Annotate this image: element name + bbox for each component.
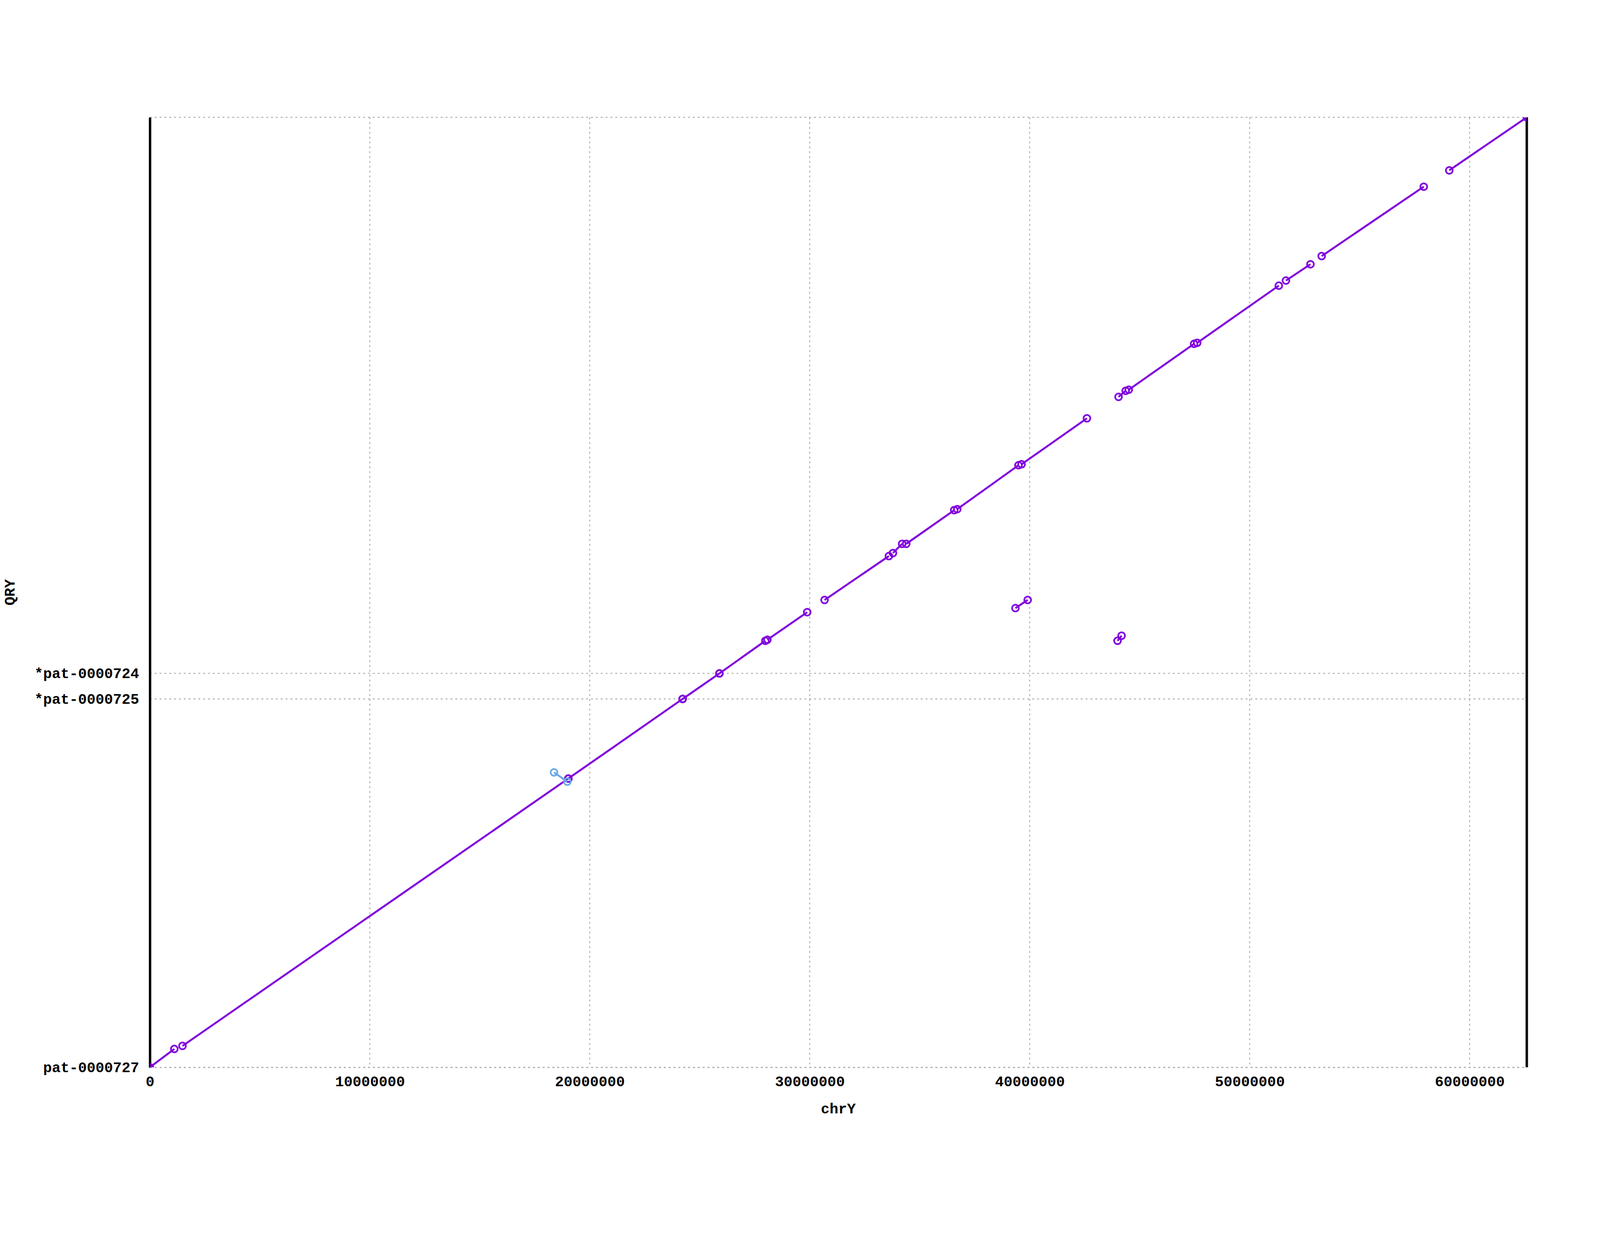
x-tick: 30000000 [775, 1067, 846, 1091]
grid [149, 117, 1527, 1068]
grid-line-x [149, 117, 151, 1068]
x-tick-label: 0 [145, 1074, 155, 1091]
x-tick: 50000000 [1215, 1067, 1285, 1091]
alignment-end [902, 540, 910, 548]
alignment-segment [554, 772, 568, 783]
x-tick-label: 10000000 [335, 1074, 405, 1091]
series [550, 769, 571, 786]
grid-line-x [1248, 117, 1250, 1068]
y-tick: *pat-0000725 [34, 691, 150, 709]
alignment-end [1011, 605, 1019, 612]
chart: 0 10000000 20000000 30000000 40000000 5000000… [0, 0, 1600, 1236]
x-tick: 20000000 [555, 1067, 625, 1091]
alignment-segment [1449, 117, 1527, 171]
y-axis-line [148, 117, 152, 1069]
grid-line-x [809, 117, 811, 1068]
grid-line-y [149, 1067, 1527, 1069]
alignment-segment [1015, 600, 1028, 609]
alignment-segment [767, 612, 808, 640]
x-tick: 10000000 [335, 1067, 405, 1091]
alignment-end [821, 596, 829, 604]
grid-line-x [1029, 117, 1031, 1068]
x-tick-label: 20000000 [555, 1074, 625, 1091]
alignment-end [149, 1064, 154, 1068]
alignment-segment [1128, 343, 1195, 390]
alignment-end [1282, 277, 1290, 285]
plot: 0 10000000 20000000 30000000 40000000 5000000… [34, 113, 1531, 1091]
grid-line-y [149, 672, 1527, 674]
alignment-end [1115, 393, 1122, 401]
grid-line-x [1469, 117, 1471, 1068]
alignment-end [563, 778, 571, 786]
alignment-end [1193, 339, 1201, 347]
alignment-end [1018, 461, 1025, 468]
alignment-end [889, 549, 897, 557]
alignment-end [550, 769, 558, 777]
alignment-end [679, 695, 687, 703]
alignments [149, 117, 1527, 1068]
alignment-end [1420, 183, 1427, 191]
alignment-segment [893, 544, 903, 554]
grid-line-x [589, 117, 591, 1068]
alignment-end [803, 608, 811, 616]
y-tick-label: *pat-0000724 [34, 666, 140, 683]
alignment-segment [182, 778, 569, 1047]
x-tick-label: 30000000 [775, 1074, 846, 1091]
alignment-segment [1321, 186, 1424, 256]
alignment-end [1445, 166, 1453, 174]
x-tick-label: 50000000 [1215, 1074, 1285, 1091]
alignment-end [1318, 252, 1326, 260]
y-tick-label: *pat-0000725 [34, 691, 140, 709]
alignment-segment [568, 699, 683, 779]
x-tick-label: 60000000 [1435, 1074, 1505, 1091]
alignment-end [1275, 282, 1283, 289]
alignment-end [716, 670, 723, 677]
y-tick: *pat-0000724 [34, 666, 150, 683]
alignment-end [1118, 632, 1125, 640]
alignment-segment [824, 556, 890, 601]
alignment-end [764, 636, 771, 644]
alignment-end [1125, 386, 1133, 394]
y-axis-title: QRY [2, 579, 19, 606]
alignment-end [1307, 260, 1314, 268]
x-axis: 0 10000000 20000000 30000000 40000000 5000000… [145, 1067, 1527, 1091]
alignment-end [679, 695, 687, 703]
alignment-segment [906, 510, 955, 544]
alignment-end [178, 1042, 186, 1050]
alignment-segment [149, 1049, 175, 1068]
alignment-segment [1021, 418, 1088, 465]
alignment-segment [719, 640, 766, 674]
x-tick: 60000000 [1435, 1067, 1505, 1091]
alignment-end [953, 505, 961, 513]
frame-top [149, 116, 1527, 118]
frame-right [1525, 117, 1529, 1068]
alignment-end [1083, 415, 1091, 422]
alignment-end [171, 1045, 178, 1053]
alignment-end [1523, 117, 1527, 121]
x-axis-line [150, 1067, 1528, 1069]
alignment-end [716, 670, 723, 677]
alignment-end [1024, 596, 1032, 604]
x-tick: 40000000 [994, 1067, 1065, 1091]
alignment-segment [1285, 264, 1311, 281]
alignment-segment [1197, 285, 1279, 343]
alignment-segment [957, 465, 1019, 510]
x-tick-label: 40000000 [994, 1074, 1065, 1091]
y-axis: pat-0000727 *pat-0000725 *pat-0000724 [34, 117, 151, 1078]
series [149, 117, 1527, 1068]
x-axis-title: chrY [820, 1101, 856, 1119]
y-tick: pat-0000727 [43, 1060, 150, 1077]
grid-line-y [149, 698, 1527, 700]
alignment-segment [682, 673, 720, 700]
y-tick-label: pat-0000727 [43, 1060, 140, 1077]
x-tick: 0 [145, 1067, 155, 1091]
grid-line-x [369, 117, 371, 1068]
